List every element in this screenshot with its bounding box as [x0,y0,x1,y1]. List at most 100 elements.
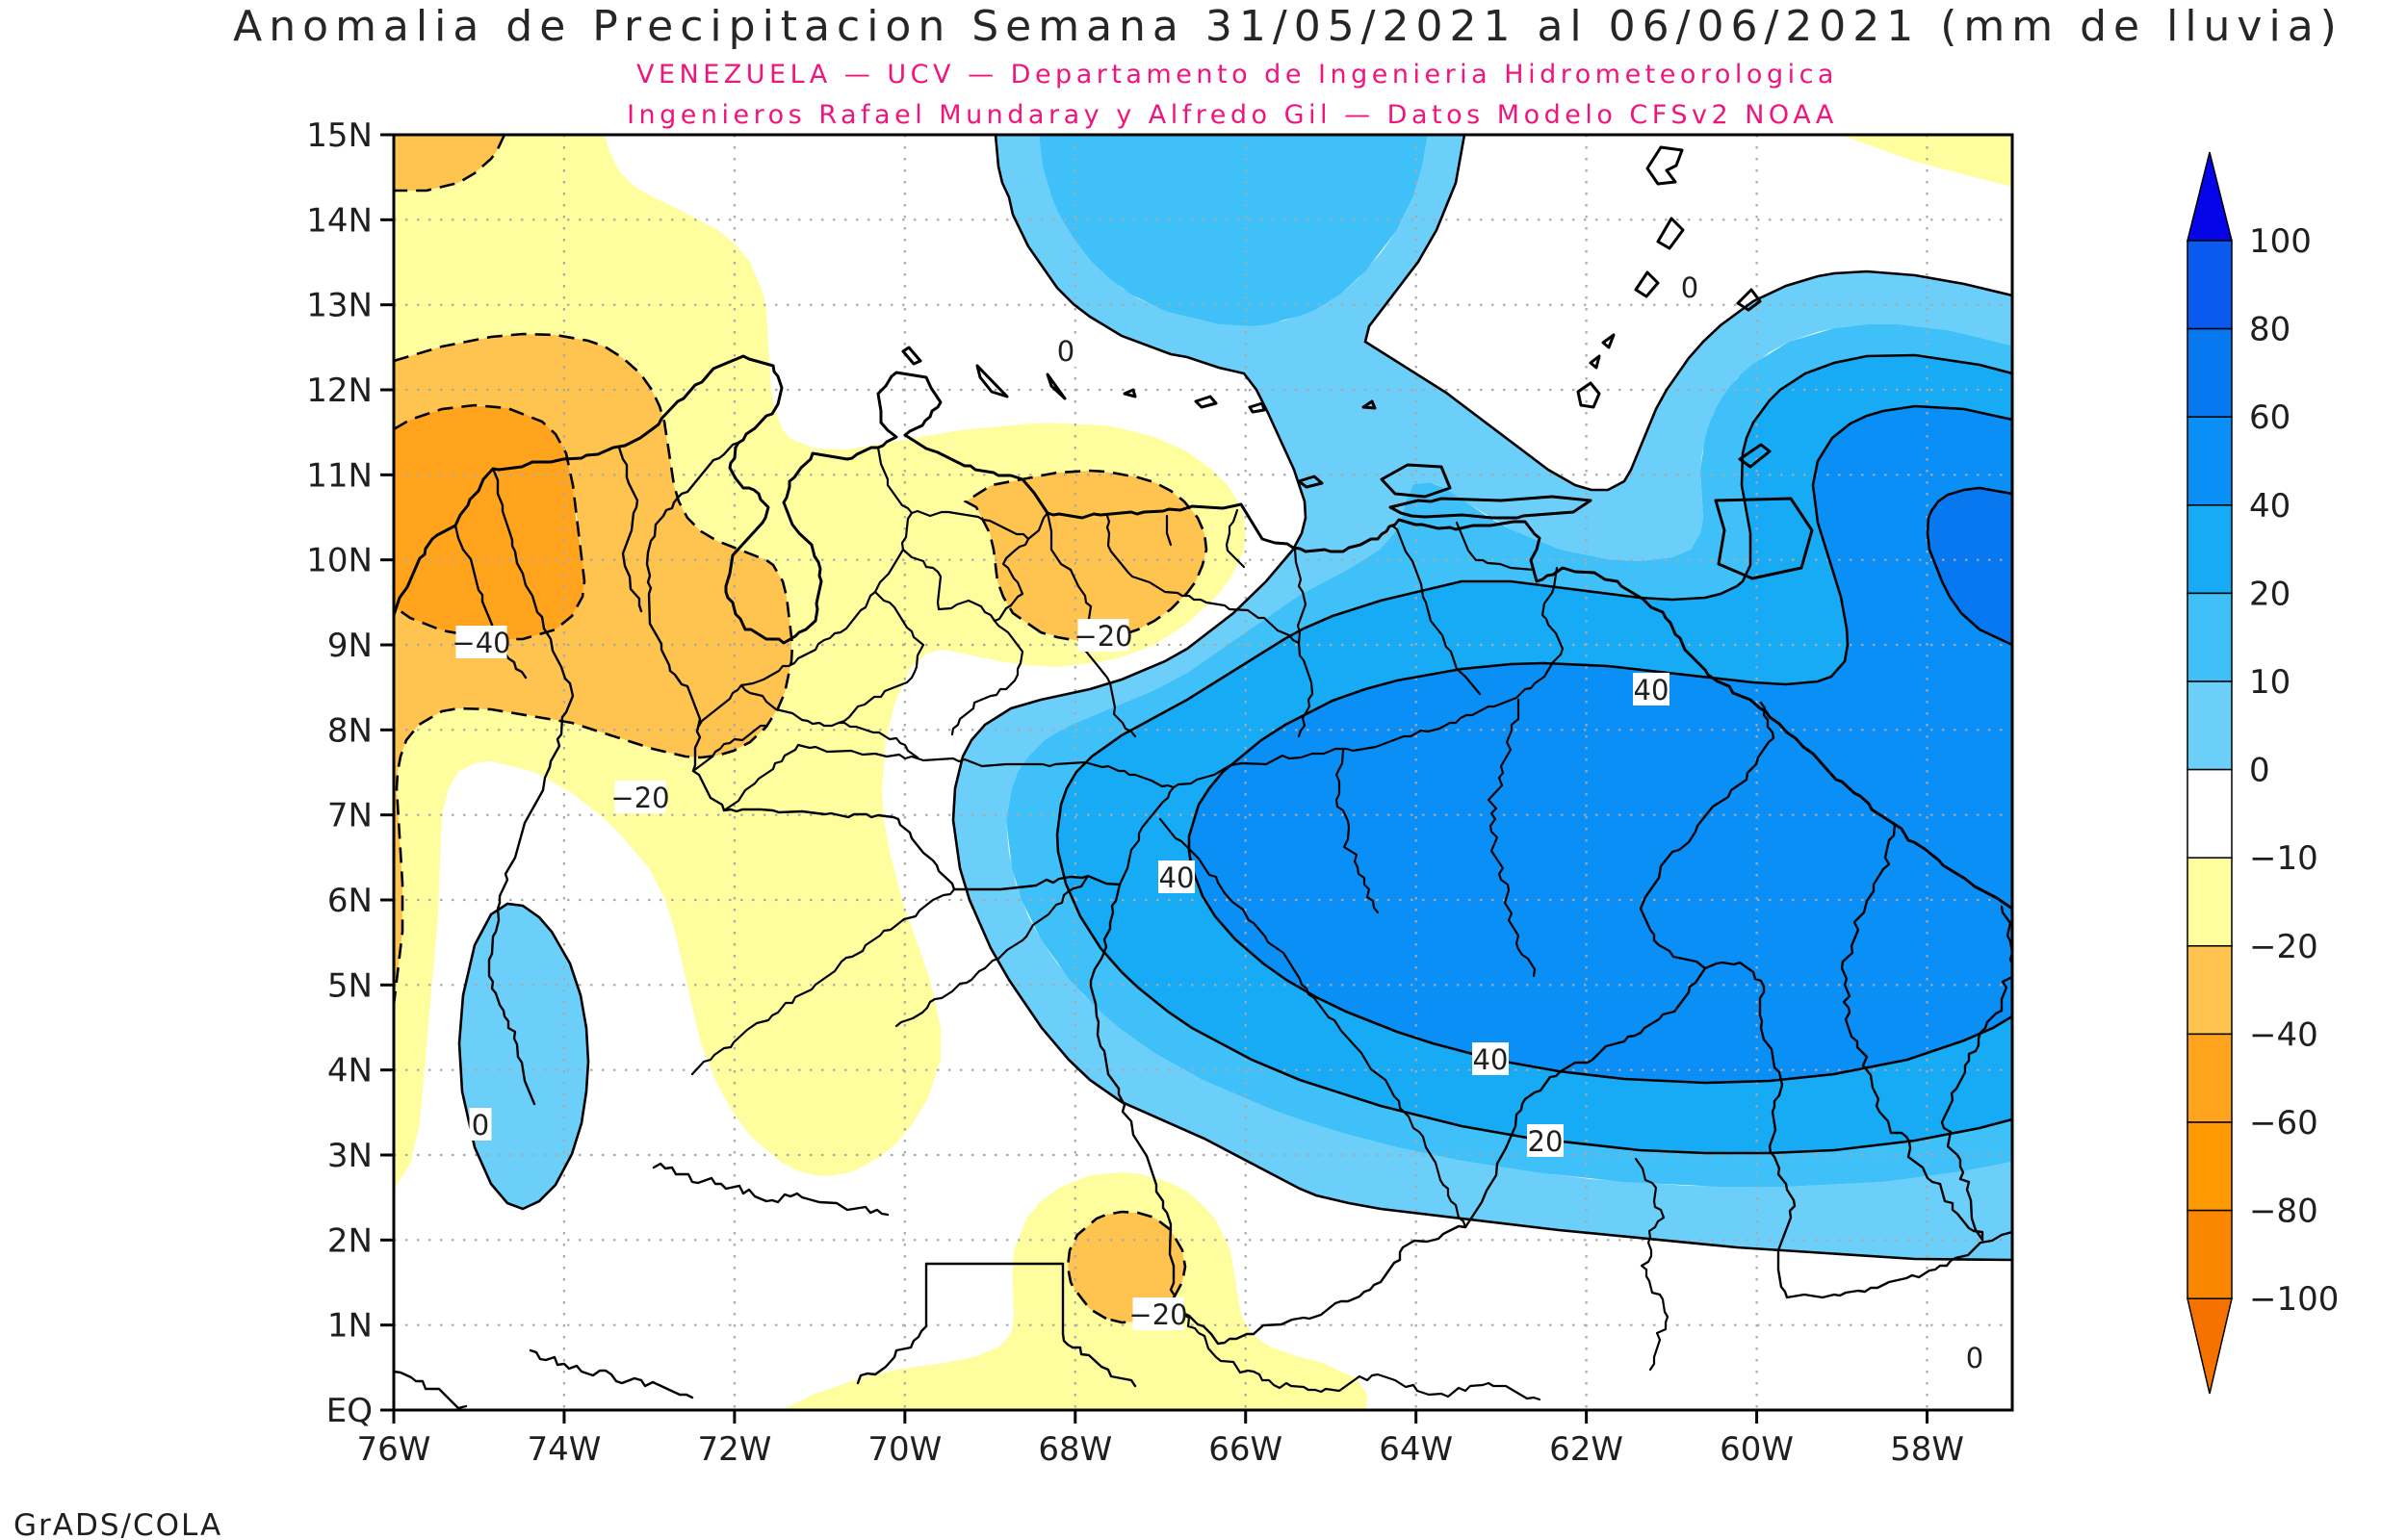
contour-label-box [1077,619,1129,652]
colorbar-segment [2187,240,2233,330]
contour-line-0 [457,135,2012,1262]
state-s_lara_trujillo [901,548,996,623]
colorbar-segment [2187,504,2233,595]
island-curacao [975,364,1009,398]
border-co_br_sw [856,1324,928,1385]
contour-label: 0 [1966,1342,1983,1374]
state-rio_branco [1634,1157,1669,1372]
fill-band-0-10 [459,135,2012,1260]
y-tick-label: 10N [306,542,373,580]
axis-ticks [380,133,1929,1424]
border-magdalena [487,467,575,1106]
colorbar-label: −40 [2249,1015,2318,1054]
contour-label: −20 [1074,620,1132,653]
state-s_bolivar_amazonas [1158,817,1467,1229]
geography-outlines [394,145,2012,1410]
contour-label-box [1054,334,1077,367]
state-meta [690,887,956,1076]
island-tortuga [1297,475,1324,489]
state-rio_negro_br [1170,1299,1541,1401]
island-stlucia [1656,217,1685,250]
island-orchila [1248,401,1266,414]
fill-band-20-40 [1057,355,2012,1152]
border-co_br_se [1061,1332,1137,1388]
fill-band--60--40 [394,406,584,640]
plot-frame [392,133,2014,1412]
contour-line-20 [1055,353,2012,1155]
contour-label: −20 [1128,1298,1187,1331]
border-guy_sur [1940,905,2012,1242]
x-tick-label: 64W [1379,1430,1453,1469]
y-tick-label: 9N [327,627,373,665]
contour-label: 0 [1681,271,1698,304]
state-caroni [1487,698,1537,978]
colorbar-segment [2187,1033,2233,1123]
colorbar-segment [2187,680,2233,771]
colorbar-label: −60 [2249,1104,2318,1142]
y-tick-label: 13N [306,287,373,325]
y-tick-label: 1N [327,1307,373,1346]
peninsula-araya-paria [1388,495,1592,520]
contour-labels: 0 −40 −20 −20 0 40 40 40 20 −20 0 0 [452,270,1986,1374]
colorbar-label: −80 [2249,1193,2318,1231]
grid-lines [394,135,2012,1410]
x-tick-label: 70W [867,1430,942,1469]
state-vichada [894,874,1090,1028]
island-blanquilla [1361,399,1377,410]
colorbar-segment [2187,857,2233,947]
fill-band-60-null [1928,488,2012,645]
state-s_anz_monagas [1390,524,1482,696]
y-tick-label: 12N [306,372,373,410]
colorbar-label: 20 [2249,575,2291,613]
colorbar-label: −100 [2249,1280,2339,1319]
state-caura [1334,749,1380,914]
state-s_barinas_apure [837,721,919,759]
state-s_guarico_w [1069,568,1137,738]
island-margarita [1380,463,1452,499]
colorbar-segment [2187,1209,2233,1299]
x-tick-label: 62W [1549,1430,1623,1469]
state-s_merida [739,683,841,728]
map-subtitle-institution: VENEZUELA — UCV — Departamento de Ingeni… [636,60,1838,90]
contour-line-40 [1187,404,2012,1085]
contour-label-box [1633,673,1669,706]
map-subtitle-authors: Ingenieros Rafael Mundaray y Alfredo Gil… [627,100,1838,130]
island-aves1 [1123,388,1137,398]
fill-band--20--10 [394,135,2012,1410]
state-s_apure [722,743,1176,812]
border-putumayo [394,1370,468,1410]
island-grenadine2 [1601,333,1616,349]
x-tick-label: 66W [1208,1430,1282,1469]
colorbar-label: 0 [2249,752,2270,790]
island-martinique [1645,145,1684,186]
border-br_guy [1703,961,2012,1299]
border-cesar [617,446,643,613]
colorbar-segment [2187,416,2233,506]
x-tick-label: 72W [697,1430,771,1469]
contour-label-box [1158,860,1195,893]
state-s_carabobo_e [1046,511,1073,572]
contour-label: 40 [1159,861,1195,894]
contour-label: −20 [610,782,669,814]
x-tick-label: 60W [1720,1430,1794,1469]
contour-line--20 [394,135,1208,1324]
island-barbados [1736,288,1762,312]
x-tick-label: 68W [1038,1430,1112,1469]
contour-label-box [469,1108,492,1141]
contour-label: 40 [1634,674,1669,706]
y-tick-label: 3N [327,1137,373,1175]
fill-band--10-0 [394,135,2012,1410]
colorbar-label: 10 [2249,663,2291,702]
colorbar-label: 60 [2249,398,2291,437]
y-tick-label: 14N [306,201,373,240]
colorbar-label: 80 [2249,311,2291,349]
colorbar-label: −20 [2249,928,2318,966]
contour-fills [394,135,2012,1410]
x-axis-labels: 76W 74W 72W 70W 68W 66W 64W 62W 60W 58W [357,1430,1964,1469]
state-s_tachira [691,724,769,773]
state-s_trujillo_barinas [837,590,925,725]
state-s_aragua_w [1105,514,1130,575]
contour-label-box [1963,1341,1986,1373]
